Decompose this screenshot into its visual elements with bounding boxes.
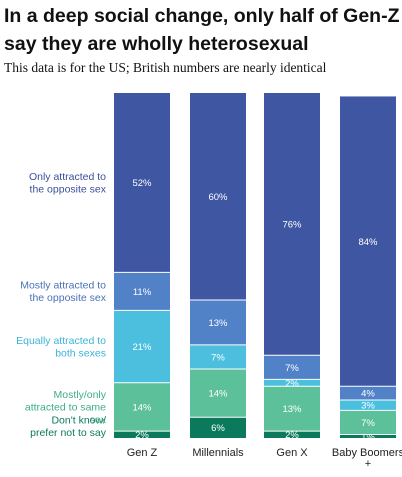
chart-subtitle: This data is for the US; British numbers… bbox=[4, 60, 327, 75]
data-label-baby-boomers-equally-attracted-to-both-sexes: 3% bbox=[361, 401, 375, 412]
data-label-gen-z-equally-attracted-to-both-sexes: 21% bbox=[132, 342, 152, 353]
x-tick-label-gen-x: Gen X bbox=[276, 447, 308, 459]
legend-label-only-attracted-to-the-opposite-sex-line-2: the opposite sex bbox=[30, 183, 107, 195]
data-label-gen-z-mostly-only-attracted-to-same-sex: 14% bbox=[132, 402, 152, 413]
bar-segment-millennials-equally-attracted-to-both-sexes bbox=[190, 344, 246, 369]
bar-segment-baby-boomers-don-t-know-prefer-not-to-say bbox=[340, 434, 396, 438]
data-label-millennials-mostly-attracted-to-the-opposite-sex: 13% bbox=[208, 318, 228, 329]
legend-label-equally-attracted-to-both-sexes: Equally attracted to bbox=[16, 335, 106, 347]
x-tick-label-millennials: Millennials bbox=[192, 447, 244, 459]
data-label-baby-boomers-mostly-attracted-to-the-opposite-sex: 4% bbox=[361, 389, 375, 400]
data-label-millennials-mostly-only-attracted-to-same-sex: 14% bbox=[208, 389, 228, 400]
legend-label-mostly-attracted-to-the-opposite-sex: Mostly attracted to bbox=[20, 280, 106, 292]
bar-segment-gen-z-mostly-only-attracted-to-same-sex bbox=[114, 382, 170, 432]
data-label-gen-x-don-t-know-prefer-not-to-say: 2% bbox=[285, 430, 299, 441]
legend-label-equally-attracted-to-both-sexes-line-2: both sexes bbox=[55, 347, 106, 359]
data-label-millennials-only-attracted-to-the-opposite-sex: 60% bbox=[208, 192, 228, 203]
legend-label-mostly-only-attracted-to-same-sex-line-3: sex bbox=[90, 414, 107, 426]
bar-segment-baby-boomers-equally-attracted-to-both-sexes bbox=[340, 400, 396, 411]
legend-label-mostly-only-attracted-to-same-sex-line-2: attracted to same bbox=[25, 401, 106, 413]
data-label-gen-x-only-attracted-to-the-opposite-sex: 76% bbox=[282, 220, 302, 231]
bar-segment-gen-z-don-t-know-prefer-not-to-say bbox=[114, 431, 170, 438]
bar-segment-gen-x-mostly-only-attracted-to-same-sex bbox=[264, 386, 320, 432]
bar-segment-gen-z-mostly-attracted-to-the-opposite-sex bbox=[114, 272, 170, 311]
bar-segment-gen-z-only-attracted-to-the-opposite-sex bbox=[114, 93, 170, 273]
bar-segment-gen-z-equally-attracted-to-both-sexes bbox=[114, 310, 170, 383]
data-label-baby-boomers-only-attracted-to-the-opposite-sex: 84% bbox=[358, 237, 378, 248]
legend-label-mostly-only-attracted-to-same-sex: Mostly/only bbox=[53, 389, 106, 401]
bar-segment-millennials-don-t-know-prefer-not-to-say bbox=[190, 417, 246, 438]
bar-segment-gen-x-don-t-know-prefer-not-to-say bbox=[264, 431, 320, 438]
legend-label-don-t-know-prefer-not-to-say-line-2: prefer not to say bbox=[30, 427, 107, 439]
data-label-baby-boomers-don-t-know-prefer-not-to-say: 1% bbox=[361, 432, 375, 443]
data-label-gen-x-mostly-attracted-to-the-opposite-sex: 7% bbox=[285, 363, 299, 374]
data-label-gen-z-mostly-attracted-to-the-opposite-sex: 11% bbox=[133, 287, 152, 298]
bar-segment-baby-boomers-mostly-attracted-to-the-opposite-sex bbox=[340, 386, 396, 401]
legend-label-don-t-know-prefer-not-to-say: Don't know/ bbox=[51, 414, 106, 426]
bar-segment-millennials-only-attracted-to-the-opposite-sex bbox=[190, 93, 246, 300]
bar-segment-baby-boomers-only-attracted-to-the-opposite-sex bbox=[340, 96, 396, 387]
x-tick-label-baby-boomers: Baby Boomers bbox=[332, 447, 402, 459]
bar-segment-baby-boomers-mostly-only-attracted-to-same-sex bbox=[340, 410, 396, 435]
data-label-gen-x-equally-attracted-to-both-sexes: 2% bbox=[285, 378, 299, 389]
bar-segment-gen-x-only-attracted-to-the-opposite-sex bbox=[264, 93, 320, 356]
x-tick-label-gen-z: Gen Z bbox=[127, 447, 158, 459]
data-label-millennials-equally-attracted-to-both-sexes: 7% bbox=[211, 352, 225, 363]
bar-segment-gen-x-equally-attracted-to-both-sexes bbox=[264, 379, 320, 387]
legend-label-mostly-attracted-to-the-opposite-sex-line-2: the opposite sex bbox=[30, 292, 107, 304]
legend-label-only-attracted-to-the-opposite-sex: Only attracted to bbox=[29, 171, 106, 183]
x-tick-label-baby-boomers-line-2: + bbox=[365, 458, 371, 470]
bar-segment-gen-x-mostly-attracted-to-the-opposite-sex bbox=[264, 355, 320, 380]
chart-title: In a deep social change, only half of Ge… bbox=[4, 5, 400, 55]
data-label-gen-z-only-attracted-to-the-opposite-sex: 52% bbox=[132, 178, 152, 189]
bar-segment-millennials-mostly-only-attracted-to-same-sex bbox=[190, 369, 246, 418]
bar-segment-millennials-mostly-attracted-to-the-opposite-sex bbox=[190, 300, 246, 345]
data-label-baby-boomers-mostly-only-attracted-to-same-sex: 7% bbox=[361, 418, 375, 429]
data-label-millennials-don-t-know-prefer-not-to-say: 6% bbox=[211, 423, 225, 434]
data-label-gen-x-mostly-only-attracted-to-same-sex: 13% bbox=[282, 404, 302, 415]
data-label-gen-z-don-t-know-prefer-not-to-say: 2% bbox=[135, 430, 149, 441]
